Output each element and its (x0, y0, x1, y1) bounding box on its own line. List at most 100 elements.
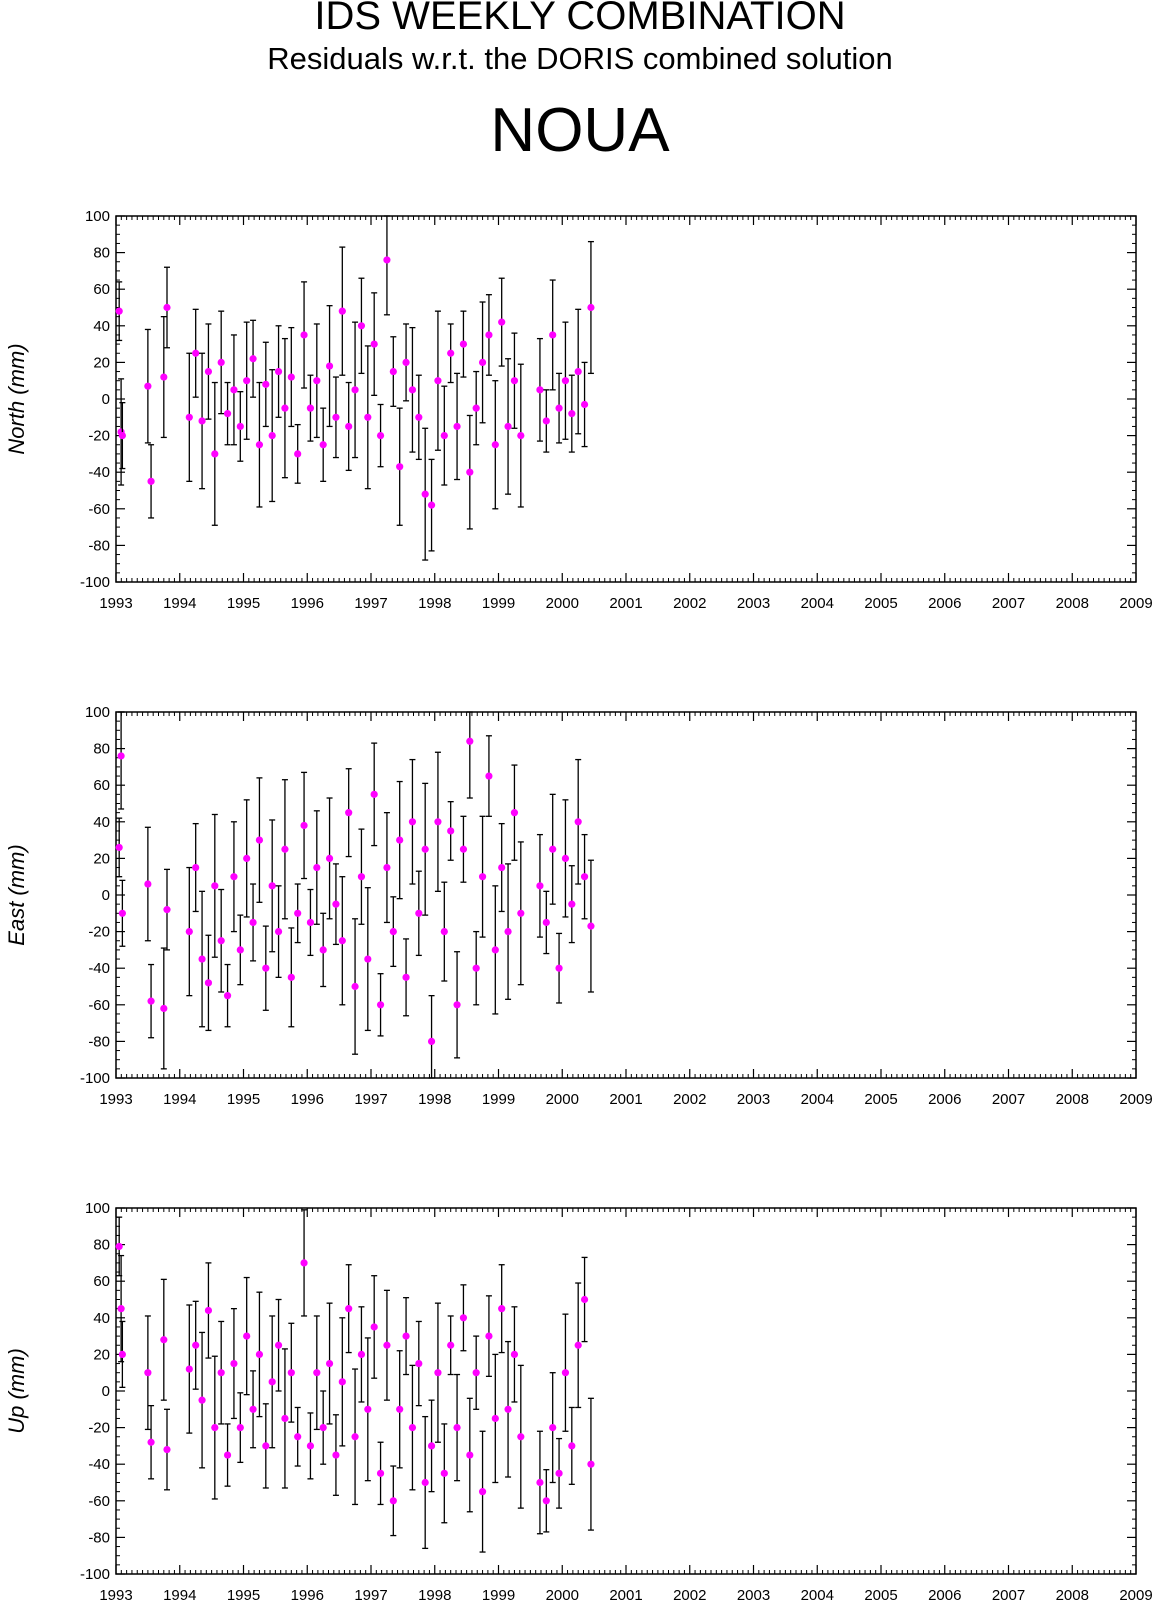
data-point (332, 900, 340, 908)
data-point (574, 1341, 582, 1349)
data-point (472, 1369, 480, 1377)
data-point (294, 450, 302, 458)
x-tick-label: 2007 (992, 1091, 1025, 1108)
y-tick-label: 40 (93, 814, 110, 831)
data-point (204, 979, 213, 987)
x-tick-label: 2003 (737, 1587, 770, 1604)
x-tick-label: 2004 (801, 1587, 834, 1604)
data-point (223, 992, 232, 1000)
x-tick-label: 1995 (227, 1587, 260, 1604)
panel-0: 1993 1994 1995 1996 1997 1998 1999 2000 2001 2002… (4, 208, 1153, 612)
data-point (262, 964, 270, 972)
data-point (364, 955, 372, 963)
plot-frame (115, 215, 1137, 583)
data-point (580, 400, 589, 409)
data-point (427, 1442, 436, 1450)
data-point (163, 303, 171, 312)
data-point (434, 377, 442, 385)
y-tick-label: 20 (93, 850, 110, 867)
y-tick-label: 100 (85, 208, 110, 225)
data-point (370, 790, 378, 798)
y-tick-label: 40 (93, 318, 110, 335)
data-point (313, 1369, 321, 1377)
data-point (561, 854, 570, 863)
data-point (230, 386, 238, 394)
data-point (472, 404, 480, 412)
data-point (147, 1438, 155, 1446)
data-point (262, 1442, 270, 1450)
x-tick-label: 2009 (1119, 1091, 1152, 1108)
data-point (198, 955, 206, 963)
y-tick-label: -40 (88, 1456, 110, 1473)
data-point (376, 1001, 385, 1009)
data-point (281, 845, 289, 853)
data-point (383, 256, 391, 264)
x-tick-label: 1998 (418, 1091, 451, 1108)
data-point (587, 922, 595, 930)
data-point (536, 386, 544, 394)
data-point (517, 909, 525, 917)
data-point (262, 380, 270, 388)
data-point (338, 307, 346, 315)
data-point (217, 937, 225, 945)
data-point (421, 490, 429, 498)
data-point (542, 417, 550, 425)
data-point (300, 1259, 308, 1267)
data-point (421, 1478, 429, 1487)
data-point (268, 1378, 276, 1386)
data-point (249, 918, 257, 927)
data-point (294, 909, 302, 917)
data-point (370, 340, 378, 348)
data-point (396, 1405, 404, 1413)
data-point (268, 882, 276, 890)
data-point (510, 809, 519, 817)
data-point (115, 843, 123, 852)
x-tick-label: 2009 (1119, 1587, 1152, 1604)
x-tick-label: 2005 (864, 595, 897, 612)
data-point (434, 1369, 442, 1377)
data-point (568, 410, 576, 418)
data-point (517, 1433, 525, 1441)
x-tick-label: 1998 (418, 595, 451, 612)
data-point (383, 1341, 391, 1349)
data-point (536, 1478, 544, 1487)
station-name: NOUA (490, 96, 670, 165)
x-tick-label: 1994 (163, 595, 196, 612)
data-point (536, 882, 544, 890)
data-point (345, 422, 353, 431)
data-point (427, 501, 436, 509)
data-point (415, 1359, 423, 1368)
data-point (389, 928, 397, 936)
y-tick-label: 80 (93, 245, 110, 262)
x-tick-label: 1997 (354, 595, 387, 612)
data-point (281, 1414, 289, 1423)
y-tick-label: -100 (80, 574, 110, 591)
data-point (204, 367, 213, 376)
data-point (115, 1242, 123, 1251)
y-tick-label: 20 (93, 354, 110, 371)
data-point (351, 1433, 359, 1441)
data-point (568, 900, 576, 908)
y-tick-label: 80 (93, 741, 110, 758)
data-point (243, 377, 251, 385)
x-tick-label: 1996 (291, 1091, 324, 1108)
y-tick-label: 80 (93, 1237, 110, 1254)
data-point (415, 909, 423, 917)
x-tick-label: 1997 (354, 1587, 387, 1604)
data-point (408, 818, 417, 826)
x-tick-label: 1993 (99, 1091, 132, 1108)
data-point (498, 863, 506, 872)
data-point (549, 331, 557, 339)
data-point (466, 737, 474, 745)
y-tick-label: 0 (102, 391, 110, 408)
data-point (542, 918, 550, 927)
data-point (147, 997, 155, 1005)
data-point (160, 1004, 168, 1013)
x-tick-label: 1993 (99, 595, 132, 612)
data-point (549, 845, 557, 853)
data-point (510, 377, 519, 385)
y-tick-label: 100 (85, 1200, 110, 1217)
x-tick-label: 2006 (928, 1091, 961, 1108)
x-tick-label: 1996 (291, 595, 324, 612)
